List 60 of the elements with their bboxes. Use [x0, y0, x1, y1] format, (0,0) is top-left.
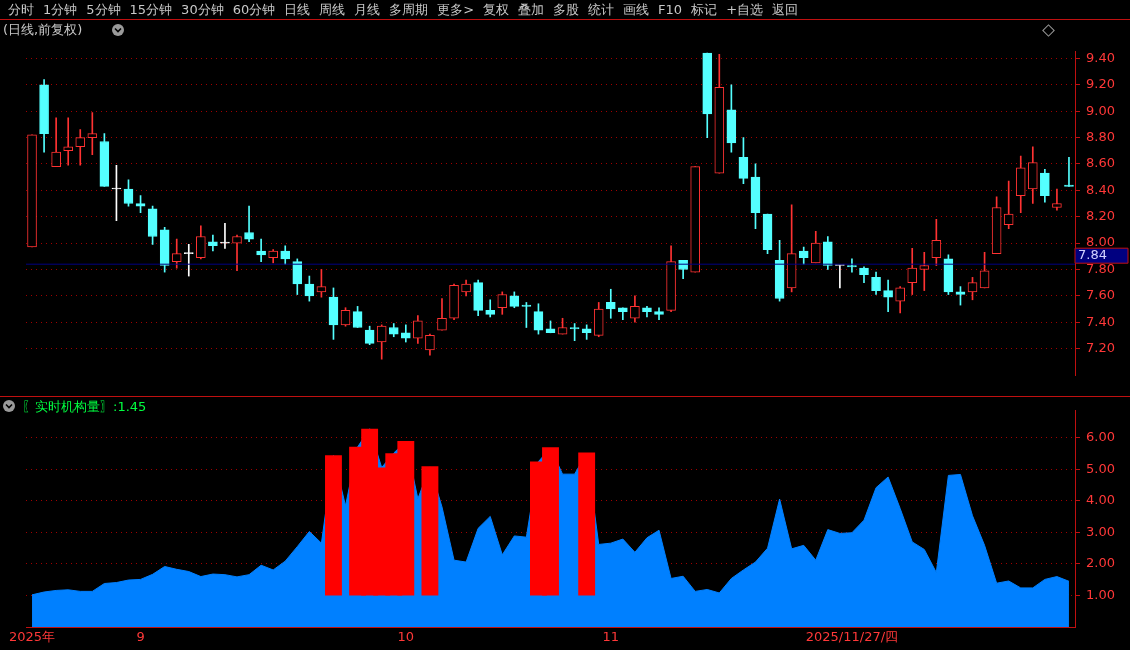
y-tick-label: 7.40: [1086, 313, 1115, 329]
x-tick-label: 9: [136, 629, 145, 645]
y-tick-label: 3.00: [1086, 523, 1115, 539]
candlestick: [75, 129, 86, 166]
bar: [325, 455, 342, 596]
y-tick-label: 8.20: [1086, 208, 1115, 224]
candlestick: [244, 205, 254, 243]
text: F10: [658, 2, 683, 17]
text: 叠加: [518, 0, 545, 19]
text: 统计: [588, 0, 615, 19]
text: 复权: [483, 0, 510, 19]
y-tick-label: 9.00: [1086, 102, 1115, 118]
candlestick: [1003, 180, 1014, 229]
y-tick-label: 4.00: [1086, 492, 1115, 508]
y-tick-label: 7.20: [1086, 339, 1115, 355]
text: 15分钟: [129, 0, 173, 19]
candlestick: [1064, 157, 1074, 187]
chart-title: (日线,前复权): [3, 21, 83, 39]
text: 5分钟: [86, 0, 121, 19]
text: 周线: [319, 0, 346, 19]
y-tick-label: 7.80: [1086, 260, 1115, 276]
text: 分时: [8, 0, 34, 19]
x-tick-label: 10: [397, 629, 415, 645]
candlestick: [883, 279, 893, 313]
y-tick-label: 7.60: [1086, 287, 1115, 303]
chart-title: 〖实时机构量〗:1.45: [22, 398, 147, 416]
text: 月线: [354, 0, 381, 19]
text: 更多>: [437, 0, 475, 19]
text: 标记: [691, 0, 718, 19]
text: 30分钟: [181, 0, 224, 19]
y-tick-label: 5.00: [1086, 460, 1115, 476]
y-tick-label: 2.00: [1086, 555, 1115, 571]
x-tick-label: 2025年: [8, 629, 56, 645]
y-tick-label: 1.00: [1086, 586, 1115, 602]
y-tick-label: 9.20: [1086, 76, 1115, 92]
candlestick: [63, 117, 74, 166]
text: 多周期: [389, 0, 429, 19]
text: 返回: [772, 0, 799, 19]
text: 60分钟: [232, 0, 276, 19]
candlestick: [232, 234, 242, 272]
y-tick-label: 8.00: [1086, 234, 1115, 250]
bar: [578, 452, 596, 596]
y-tick-label: 6.00: [1086, 429, 1115, 445]
text: 1分钟: [43, 0, 78, 19]
ref-line-label: 7.84: [1078, 247, 1107, 263]
y-tick-label: 8.40: [1086, 181, 1115, 197]
text: 日线: [284, 0, 311, 19]
x-tick-label: 2025/11/27/四: [805, 629, 899, 645]
text: 多股: [553, 0, 580, 19]
bar: [421, 466, 439, 596]
text: +自选: [726, 0, 764, 19]
candlestick: [220, 222, 230, 249]
y-tick-label: 8.80: [1086, 128, 1115, 144]
x-tick-label: 11: [602, 629, 620, 645]
candlestick: [605, 288, 616, 319]
y-tick-label: 9.40: [1086, 49, 1115, 65]
text: 画线: [623, 0, 650, 19]
candlestick: [87, 112, 98, 156]
y-tick-label: 8.60: [1086, 155, 1115, 171]
candlestick: [919, 251, 930, 291]
